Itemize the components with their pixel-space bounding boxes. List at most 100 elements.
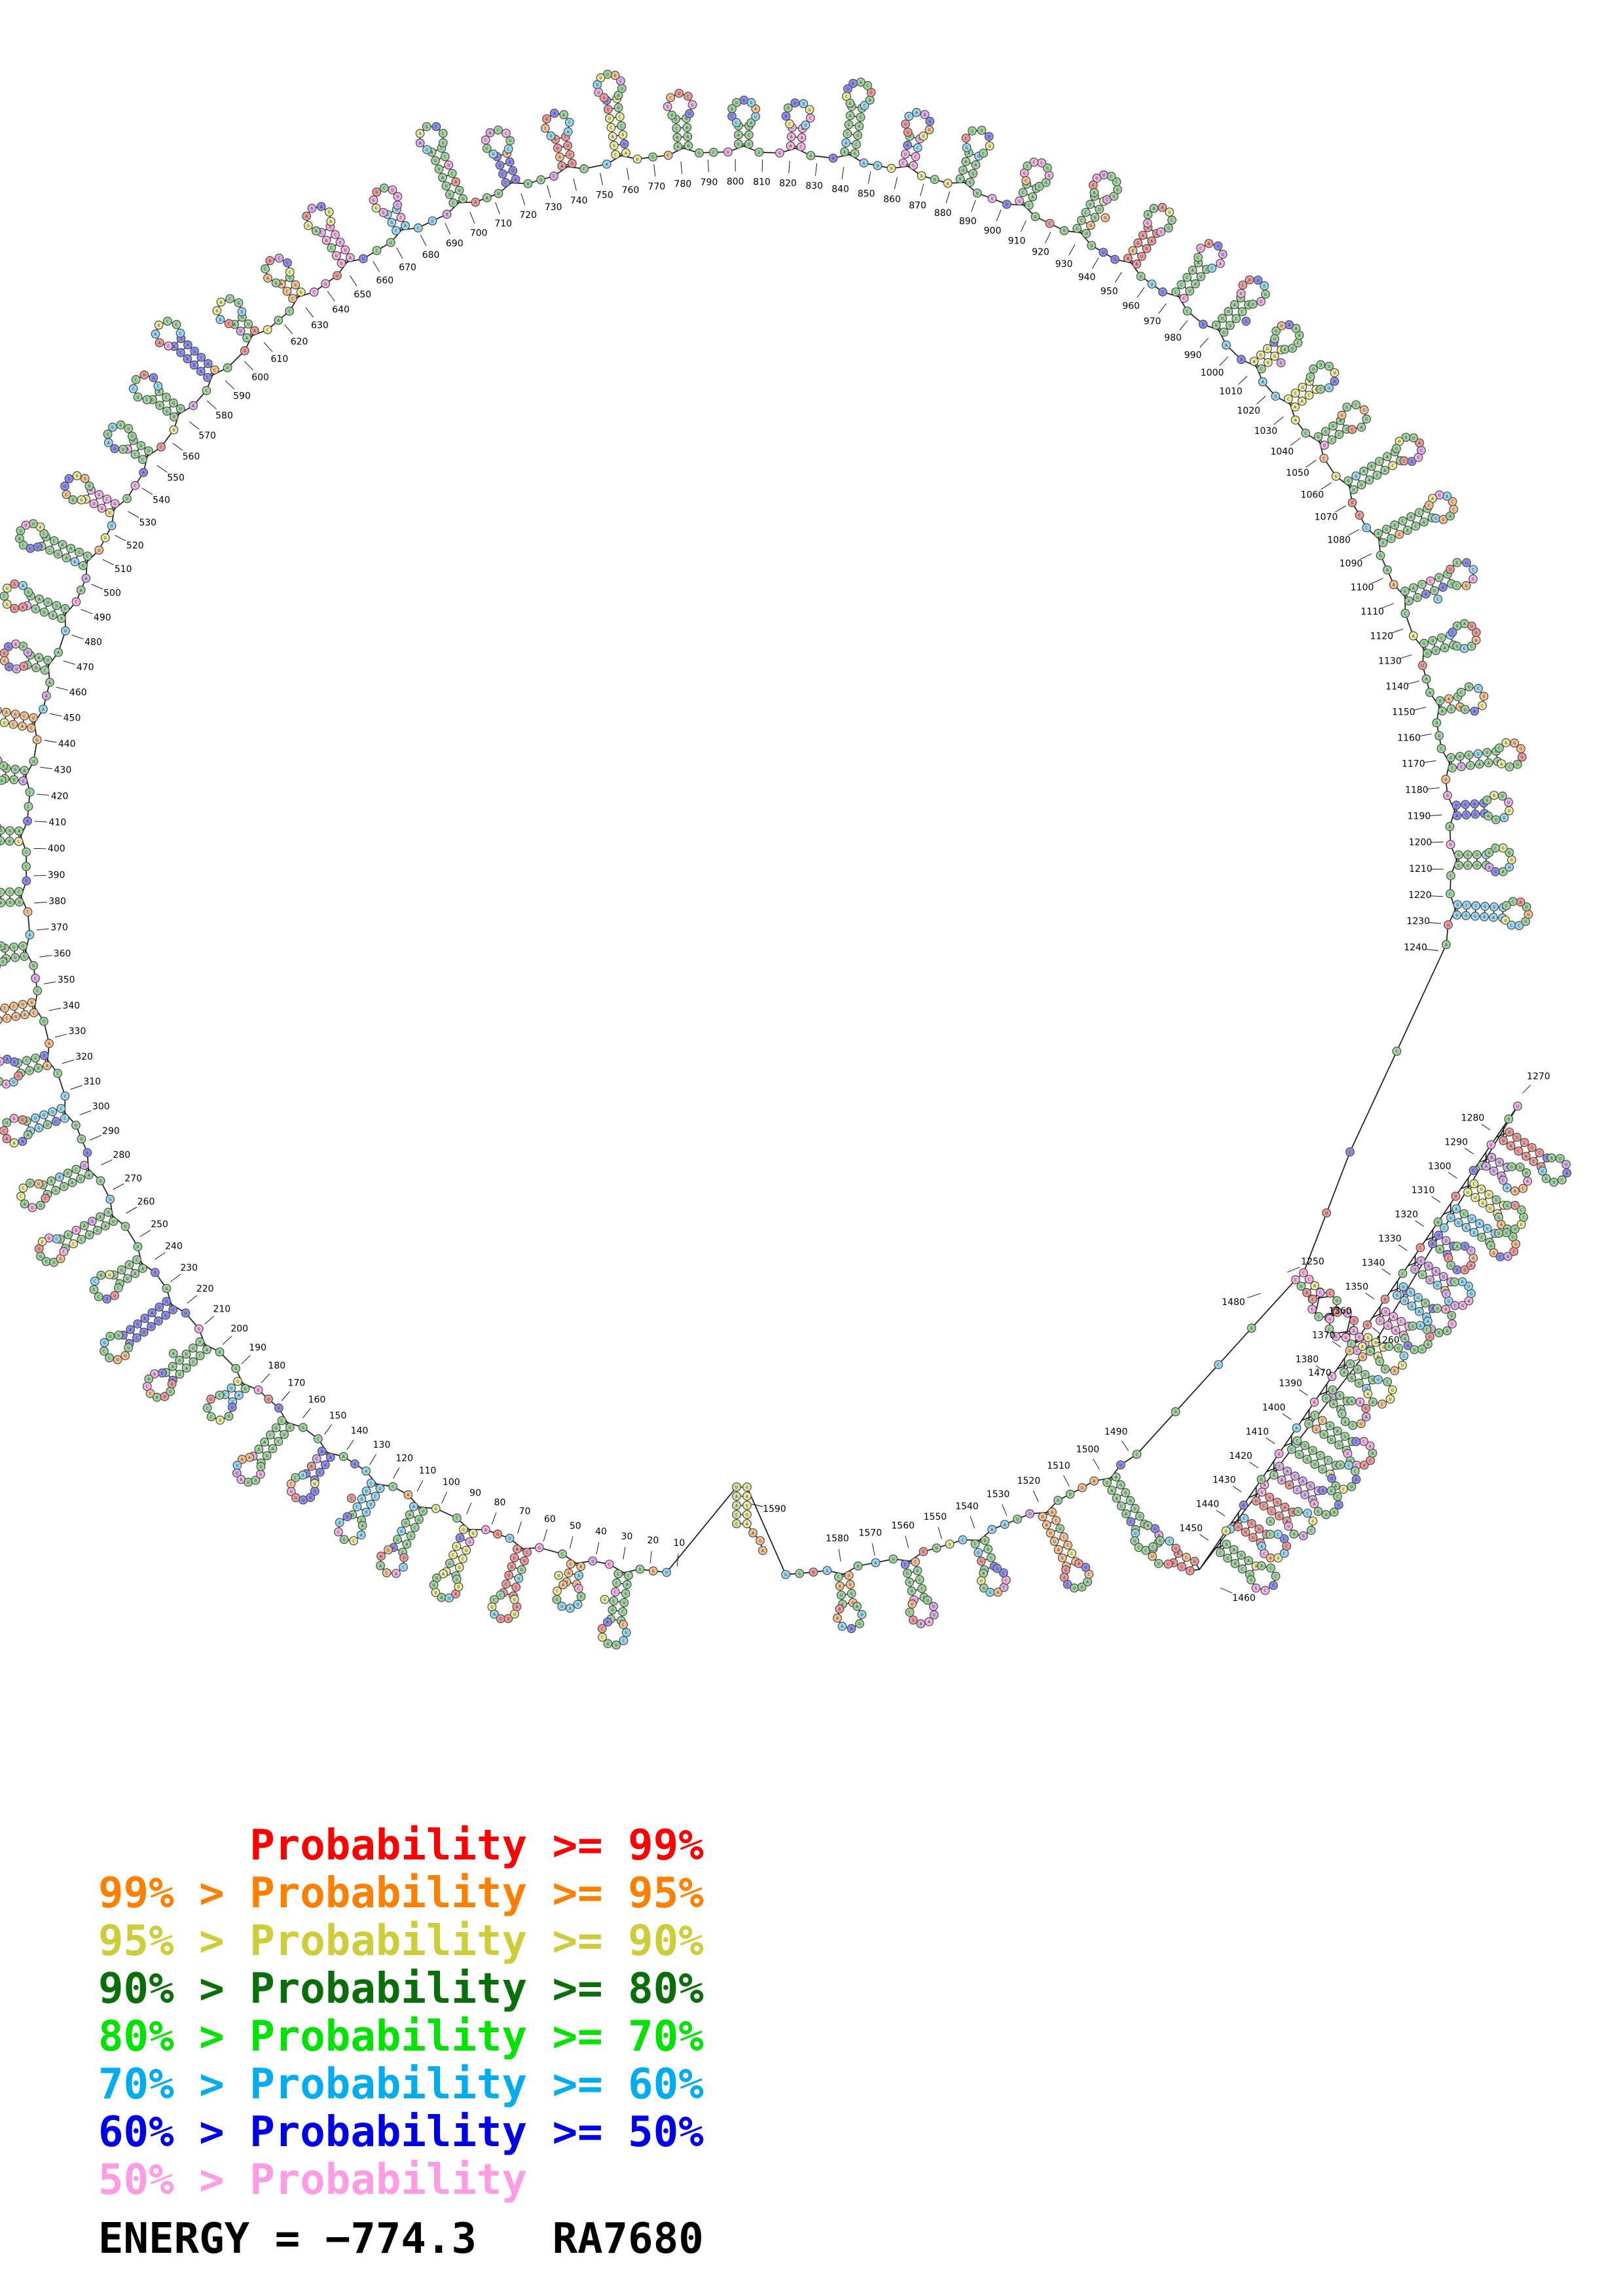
svg-text:G: G (687, 143, 689, 149)
svg-text:C: C (98, 1294, 100, 1299)
svg-text:U: U (1474, 812, 1477, 817)
svg-text:U: U (1168, 209, 1171, 215)
svg-text:A: A (875, 1560, 877, 1566)
svg-text:C: C (334, 232, 337, 238)
svg-text:G: G (128, 1263, 130, 1268)
svg-text:U: U (1053, 1539, 1056, 1544)
svg-text:G: G (928, 128, 930, 133)
svg-text:U: U (1450, 842, 1452, 848)
svg-text:G: G (244, 348, 246, 353)
svg-text:U: U (981, 128, 983, 133)
svg-text:A: A (852, 81, 854, 86)
svg-text:C: C (1351, 427, 1353, 432)
energy-value: −774.3 (325, 2215, 477, 2263)
svg-text:G: G (603, 96, 606, 101)
svg-text:C: C (1451, 766, 1453, 771)
svg-text:G: G (117, 1333, 120, 1338)
svg-text:C: C (1032, 160, 1035, 165)
svg-text:G: G (1474, 914, 1476, 919)
svg-text:C: C (27, 910, 29, 915)
svg-text:A: A (200, 369, 202, 374)
svg-text:G: G (240, 310, 243, 315)
svg-text:U: U (932, 1604, 935, 1609)
svg-text:A: A (1161, 205, 1163, 210)
svg-text:A: A (141, 1266, 144, 1271)
svg-text:A: A (187, 342, 189, 348)
svg-text:G: G (1263, 283, 1266, 289)
svg-text:U: U (147, 448, 150, 454)
svg-text:C: C (264, 266, 266, 272)
svg-text:U: U (465, 1548, 467, 1553)
svg-text:C: C (1070, 1551, 1073, 1556)
svg-text:A: A (18, 829, 20, 834)
svg-text:U: U (185, 1310, 187, 1316)
svg-text:G: G (959, 177, 962, 182)
svg-text:A: A (676, 135, 678, 140)
svg-text:U: U (8, 664, 10, 670)
svg-text:C: C (435, 124, 437, 130)
svg-text:U: U (737, 141, 740, 147)
svg-text:A: A (1194, 281, 1197, 287)
svg-text:U: U (18, 899, 21, 905)
svg-text:U: U (112, 1219, 115, 1224)
svg-text:G: G (6, 601, 9, 607)
svg-text:G: G (231, 1405, 234, 1410)
svg-text:G: G (442, 141, 445, 146)
svg-text:C: C (313, 290, 316, 295)
svg-text:C: C (1402, 518, 1404, 524)
svg-text:U: U (37, 1066, 40, 1071)
svg-text:G: G (847, 86, 849, 92)
svg-text:A: A (1483, 914, 1486, 920)
svg-text:U: U (426, 147, 428, 152)
svg-text:C: C (451, 171, 454, 176)
svg-text:G: G (43, 610, 46, 615)
svg-text:G: G (96, 1228, 99, 1233)
svg-text:C: C (462, 1556, 464, 1562)
svg-text:A: A (677, 144, 680, 149)
svg-text:A: A (158, 403, 161, 408)
svg-text:C: C (1465, 812, 1468, 817)
svg-text:C: C (735, 1512, 738, 1517)
svg-text:G: G (496, 1532, 499, 1537)
svg-text:C: C (75, 600, 77, 605)
svg-text:U: U (24, 523, 27, 528)
svg-text:U: U (46, 658, 49, 663)
svg-text:G: G (1502, 846, 1504, 851)
svg-text:U: U (976, 190, 979, 196)
svg-text:C: C (1359, 512, 1361, 518)
svg-text:G: G (977, 1550, 979, 1555)
svg-text:C: C (919, 1577, 921, 1583)
svg-text:A: A (982, 1571, 985, 1576)
svg-text:G: G (198, 1327, 200, 1332)
svg-text:C: C (218, 1393, 221, 1398)
svg-text:G: G (426, 124, 428, 130)
svg-text:U: U (497, 191, 500, 196)
svg-text:U: U (179, 406, 182, 412)
svg-text:A: A (1093, 190, 1095, 196)
svg-text:C: C (613, 1598, 615, 1604)
svg-text:G: G (746, 1512, 748, 1517)
svg-text:G: G (921, 173, 923, 179)
svg-text:U: U (1508, 865, 1510, 870)
svg-text:G: G (91, 1219, 94, 1224)
svg-text:G: G (455, 1544, 458, 1549)
svg-text:U: U (1398, 439, 1400, 444)
svg-text:G: G (991, 196, 993, 202)
svg-text:U: U (122, 447, 124, 452)
svg-text:A: A (920, 1621, 922, 1626)
svg-text:C: C (289, 270, 291, 275)
svg-text:U: U (1274, 394, 1277, 399)
svg-text:G: G (1045, 180, 1048, 185)
svg-text:C: C (788, 122, 791, 127)
svg-text:G: G (1094, 215, 1097, 220)
svg-text:U: U (539, 177, 542, 183)
svg-text:A: A (1253, 359, 1256, 364)
svg-text:U: U (877, 163, 879, 168)
svg-text:G: G (166, 408, 168, 414)
svg-text:A: A (856, 1564, 859, 1569)
svg-text:G: G (1146, 246, 1148, 251)
svg-text:U: U (962, 168, 964, 173)
svg-text:C: C (94, 1279, 96, 1284)
svg-text:U: U (526, 181, 529, 187)
